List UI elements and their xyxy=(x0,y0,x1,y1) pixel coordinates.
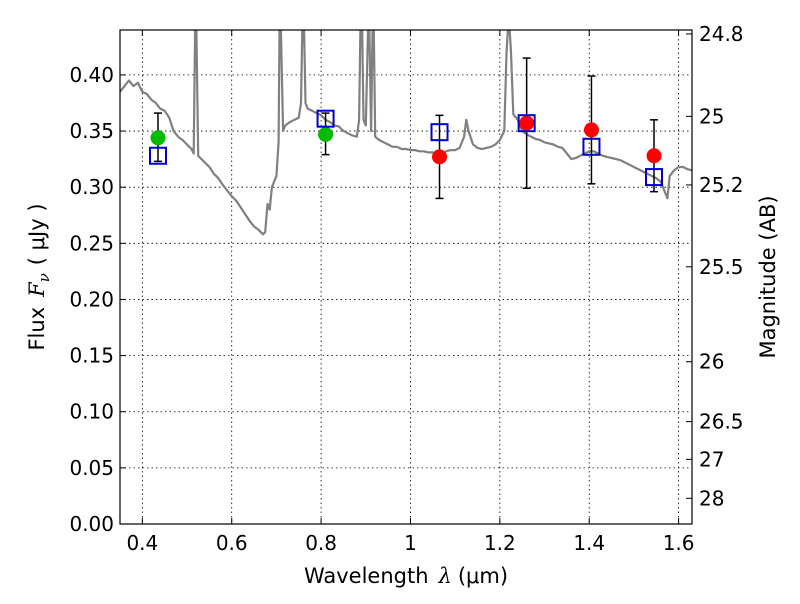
observed-point xyxy=(646,148,662,164)
model-point xyxy=(430,123,449,142)
model-point xyxy=(148,146,167,165)
observed-point xyxy=(583,122,599,138)
observed-point xyxy=(318,126,334,142)
model-point xyxy=(316,109,335,128)
x-tick-label: 1 xyxy=(404,531,417,555)
observed-point xyxy=(519,115,535,131)
error-bars xyxy=(153,57,659,200)
y2-tick-label: 24.8 xyxy=(699,22,744,46)
y2-tick-label: 25 xyxy=(699,104,724,128)
y2-tick-label: 27 xyxy=(699,447,724,471)
y-tick-label: 0.30 xyxy=(69,175,114,199)
y-tick-label: 0.15 xyxy=(69,344,114,368)
y2-tick-label: 25.5 xyxy=(699,255,744,279)
x-tick-label: 0.8 xyxy=(305,531,337,555)
y-tick-label: 0.40 xyxy=(69,63,114,87)
y2-tick-label: 25.2 xyxy=(699,173,744,197)
model-points xyxy=(148,109,664,187)
y-tick-label: 0.00 xyxy=(69,512,114,536)
y2-axis-label: Magnitude (AB) xyxy=(756,195,780,358)
spectrum-line xyxy=(120,30,692,236)
y-tick-label: 0.20 xyxy=(69,287,114,311)
model-point xyxy=(645,168,664,187)
grid-lines xyxy=(120,30,692,524)
x-tick-label: 0.6 xyxy=(216,531,248,555)
plot-frame xyxy=(119,29,693,525)
y2-axis-ticks: 24.8 25 25.2 25.5 26 26.5 27 28 xyxy=(686,22,744,510)
y2-tick-label: 26 xyxy=(699,350,724,374)
x-axis-label: Wavelength λ (μm) xyxy=(304,564,508,588)
y2-tick-label: 28 xyxy=(699,486,724,510)
observed-points xyxy=(150,115,662,165)
y-axis-label: FluxFν( μJy ) xyxy=(25,203,53,350)
observed-point xyxy=(432,149,448,165)
y2-tick-label: 26.5 xyxy=(699,410,744,434)
x-tick-label: 0.4 xyxy=(126,531,158,555)
model-point xyxy=(582,137,601,156)
model-point xyxy=(517,114,536,133)
y-axis-ticks: 0.00 0.05 0.10 0.15 0.20 0.25 0.30 0.35 0.40 xyxy=(69,63,126,536)
y-tick-label: 0.10 xyxy=(69,400,114,424)
x-tick-label: 1.4 xyxy=(573,531,605,555)
observed-point xyxy=(150,130,166,146)
y-tick-label: 0.05 xyxy=(69,456,114,480)
y-tick-label: 0.35 xyxy=(69,119,114,143)
x-tick-label: 1.6 xyxy=(663,531,695,555)
spectrum-layer xyxy=(120,30,692,236)
y-tick-label: 0.25 xyxy=(69,231,114,255)
x-tick-label: 1.2 xyxy=(484,531,516,555)
x-axis-ticks: 0.4 0.6 0.8 1 1.2 1.4 1.6 xyxy=(126,30,695,555)
